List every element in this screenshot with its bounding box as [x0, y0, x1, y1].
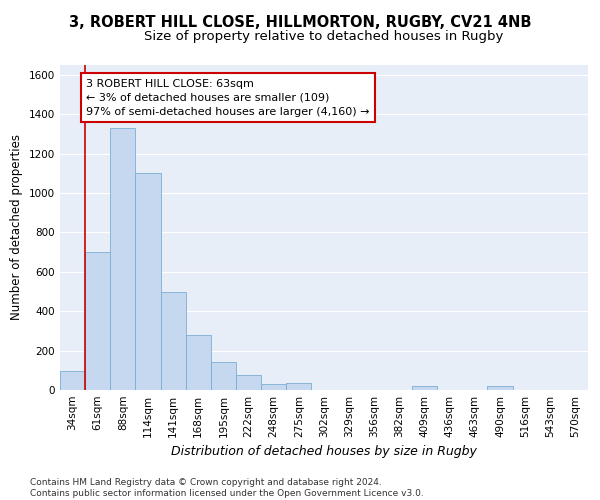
Text: 3, ROBERT HILL CLOSE, HILLMORTON, RUGBY, CV21 4NB: 3, ROBERT HILL CLOSE, HILLMORTON, RUGBY,…: [69, 15, 531, 30]
Bar: [136, 174, 161, 390]
Bar: [161, 292, 186, 390]
Bar: [85, 252, 110, 390]
X-axis label: Distribution of detached houses by size in Rugby: Distribution of detached houses by size …: [171, 446, 477, 458]
Bar: [186, 335, 211, 390]
Bar: [286, 383, 311, 390]
Bar: [110, 128, 136, 390]
Title: Size of property relative to detached houses in Rugby: Size of property relative to detached ho…: [145, 30, 503, 43]
Bar: [60, 372, 85, 390]
Bar: [261, 384, 286, 390]
Bar: [236, 375, 261, 390]
Text: Contains HM Land Registry data © Crown copyright and database right 2024.
Contai: Contains HM Land Registry data © Crown c…: [30, 478, 424, 498]
Y-axis label: Number of detached properties: Number of detached properties: [10, 134, 23, 320]
Bar: [211, 362, 236, 390]
Text: 3 ROBERT HILL CLOSE: 63sqm
← 3% of detached houses are smaller (109)
97% of semi: 3 ROBERT HILL CLOSE: 63sqm ← 3% of detac…: [86, 79, 370, 117]
Bar: [487, 386, 512, 390]
Bar: [412, 386, 437, 390]
